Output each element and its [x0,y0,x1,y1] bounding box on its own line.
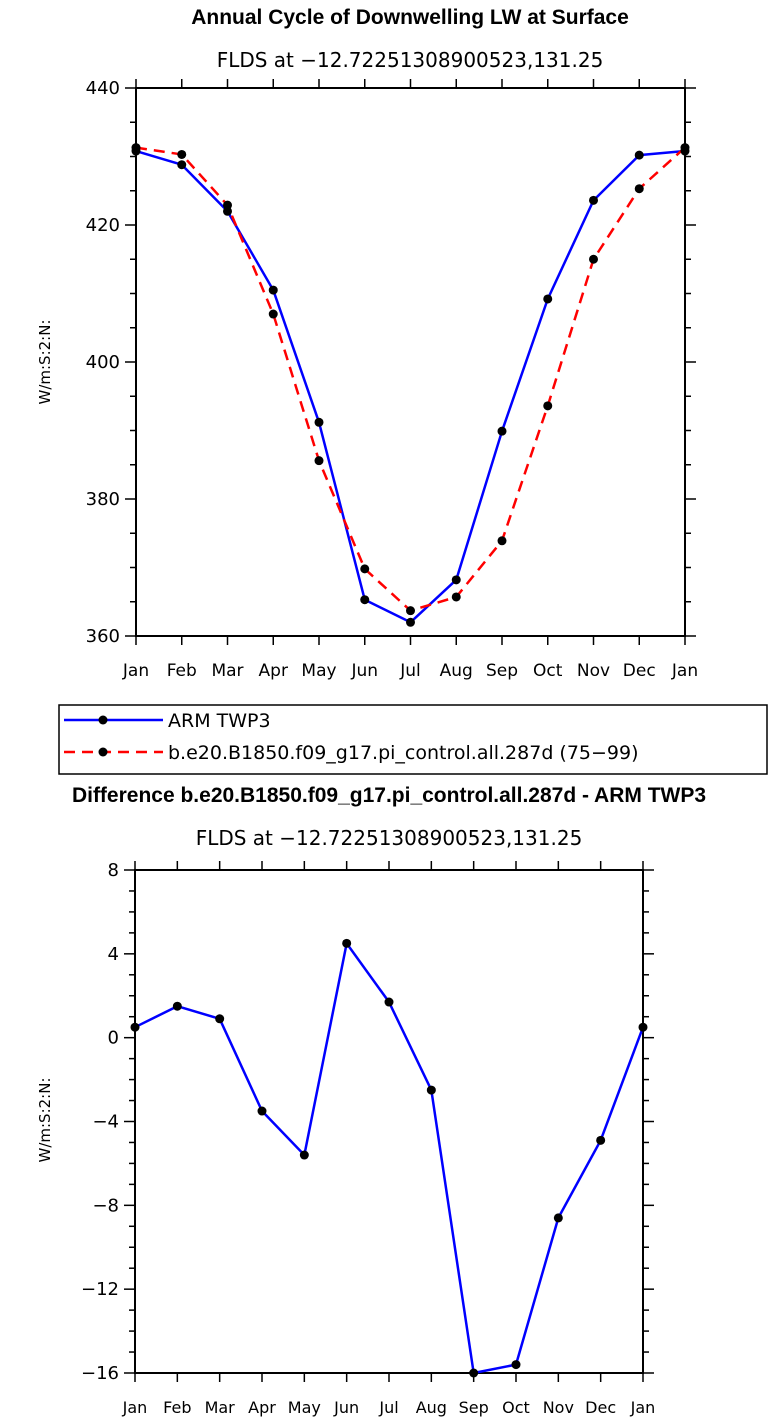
data-point [406,617,415,627]
data-point [257,1106,267,1116]
x-tick-label: Sep [459,1398,489,1417]
x-tick-label: Jun [350,661,378,681]
x-tick-label: Dec [623,661,656,681]
x-tick-label: Jan [122,1398,148,1417]
x-tick-label: Aug [440,661,473,681]
data-point [634,184,644,194]
annual-cycle-chart: Annual Cycle of Downwelling LW at Surfac… [36,6,698,681]
data-point [299,1150,309,1160]
y-tick-label: 420 [86,215,120,236]
data-point [634,150,644,160]
data-point [589,195,598,205]
x-tick-label: Apr [248,1398,276,1417]
data-point [131,143,141,153]
chart2-subtitle: FLDS at −12.72251308900523,131.25 [196,826,583,850]
data-point [314,456,324,466]
y-tick-label: −8 [92,1195,119,1216]
data-point [130,1022,140,1032]
legend-label-arm: ARM TWP3 [168,710,271,732]
data-point [596,1135,606,1145]
y-tick-label: 440 [86,78,120,99]
y-tick-label: 400 [86,352,120,373]
plot-frame [134,869,644,1374]
data-point [268,309,278,319]
data-point [511,1360,521,1370]
y-tick-label: −12 [81,1279,119,1300]
chart1-title: Annual Cycle of Downwelling LW at Surfac… [191,6,629,29]
x-tick-label: Jan [630,1398,656,1417]
plot-frame [135,87,686,637]
data-point [543,401,553,411]
y-tick-label: 4 [108,944,119,965]
data-point [553,1213,563,1223]
chart1-ylabel: W/m:S:2:N: [36,320,54,405]
x-tick-label: Feb [167,661,197,681]
legend-marker-model [98,747,108,757]
y-tick-label: −16 [81,1363,119,1384]
x-tick-label: Apr [259,661,288,681]
chart2-series [130,938,648,1378]
data-point [314,417,324,427]
x-tick-label: Mar [205,1398,236,1417]
data-point [497,536,507,546]
y-tick-label: −4 [92,1112,119,1133]
chart2-axes: −16 −12 −8 −4 0 4 8 Jan Feb Mar Apr May Jun Jul Aug Sep… [81,860,655,1417]
data-point [342,938,352,948]
series-line-1 [135,146,686,612]
data-point [360,595,370,605]
x-tick-label: Nov [577,661,610,681]
series-line-0 [134,942,645,1375]
data-point [451,592,461,602]
series-line-0 [135,149,686,624]
x-tick-label: Nov [543,1398,574,1417]
difference-chart: Difference b.e20.B1850.f09_g17.pi_contro… [36,784,706,1417]
data-point [177,149,187,159]
data-point [426,1085,436,1095]
data-point [543,294,553,304]
legend-marker-arm [98,715,108,725]
x-tick-label: May [301,661,336,681]
x-tick-label: Dec [585,1398,616,1417]
data-point [172,1001,182,1011]
data-point [497,426,507,436]
x-tick-label: Mar [211,661,243,681]
data-point [268,285,278,295]
x-tick-label: Jan [122,661,149,681]
x-tick-label: Jan [671,661,698,681]
chart2-title: Difference b.e20.B1850.f09_g17.pi_contro… [72,784,706,807]
y-tick-label: 0 [108,1028,119,1049]
legend-label-model: b.e20.B1850.f09_g17.pi_control.all.287d … [168,742,639,764]
y-tick-label: 8 [108,860,119,881]
data-point [384,997,394,1007]
x-tick-label: Oct [533,661,563,681]
data-point [469,1368,479,1378]
x-tick-label: Jul [399,661,421,681]
data-point [406,606,415,616]
data-point [638,1022,648,1032]
legend-box [58,704,768,775]
y-tick-label: 360 [86,626,120,647]
data-point [223,200,232,210]
legend: ARM TWP3 b.e20.B1850.f09_g17.pi_control.… [58,704,768,775]
chart1-axes: 360 380 400 420 440 Jan Feb Mar Apr May Jun Jul Aug S… [86,78,698,681]
data-point [589,254,598,264]
data-point [451,575,461,585]
x-tick-label: May [288,1398,321,1417]
chart1-series [131,143,690,627]
data-point [177,160,187,170]
x-tick-label: Oct [502,1398,530,1417]
x-tick-label: Feb [163,1398,191,1417]
data-point [680,143,690,153]
data-point [223,206,232,216]
y-tick-label: 380 [86,489,120,510]
x-tick-label: Jun [333,1398,359,1417]
data-point [360,564,370,574]
chart2-ylabel: W/m:S:2:N: [36,1078,54,1163]
data-point [215,1014,225,1024]
chart1-subtitle: FLDS at −12.72251308900523,131.25 [217,48,604,72]
x-tick-label: Sep [486,661,518,681]
x-tick-label: Jul [378,1398,398,1417]
x-tick-label: Aug [416,1398,447,1417]
